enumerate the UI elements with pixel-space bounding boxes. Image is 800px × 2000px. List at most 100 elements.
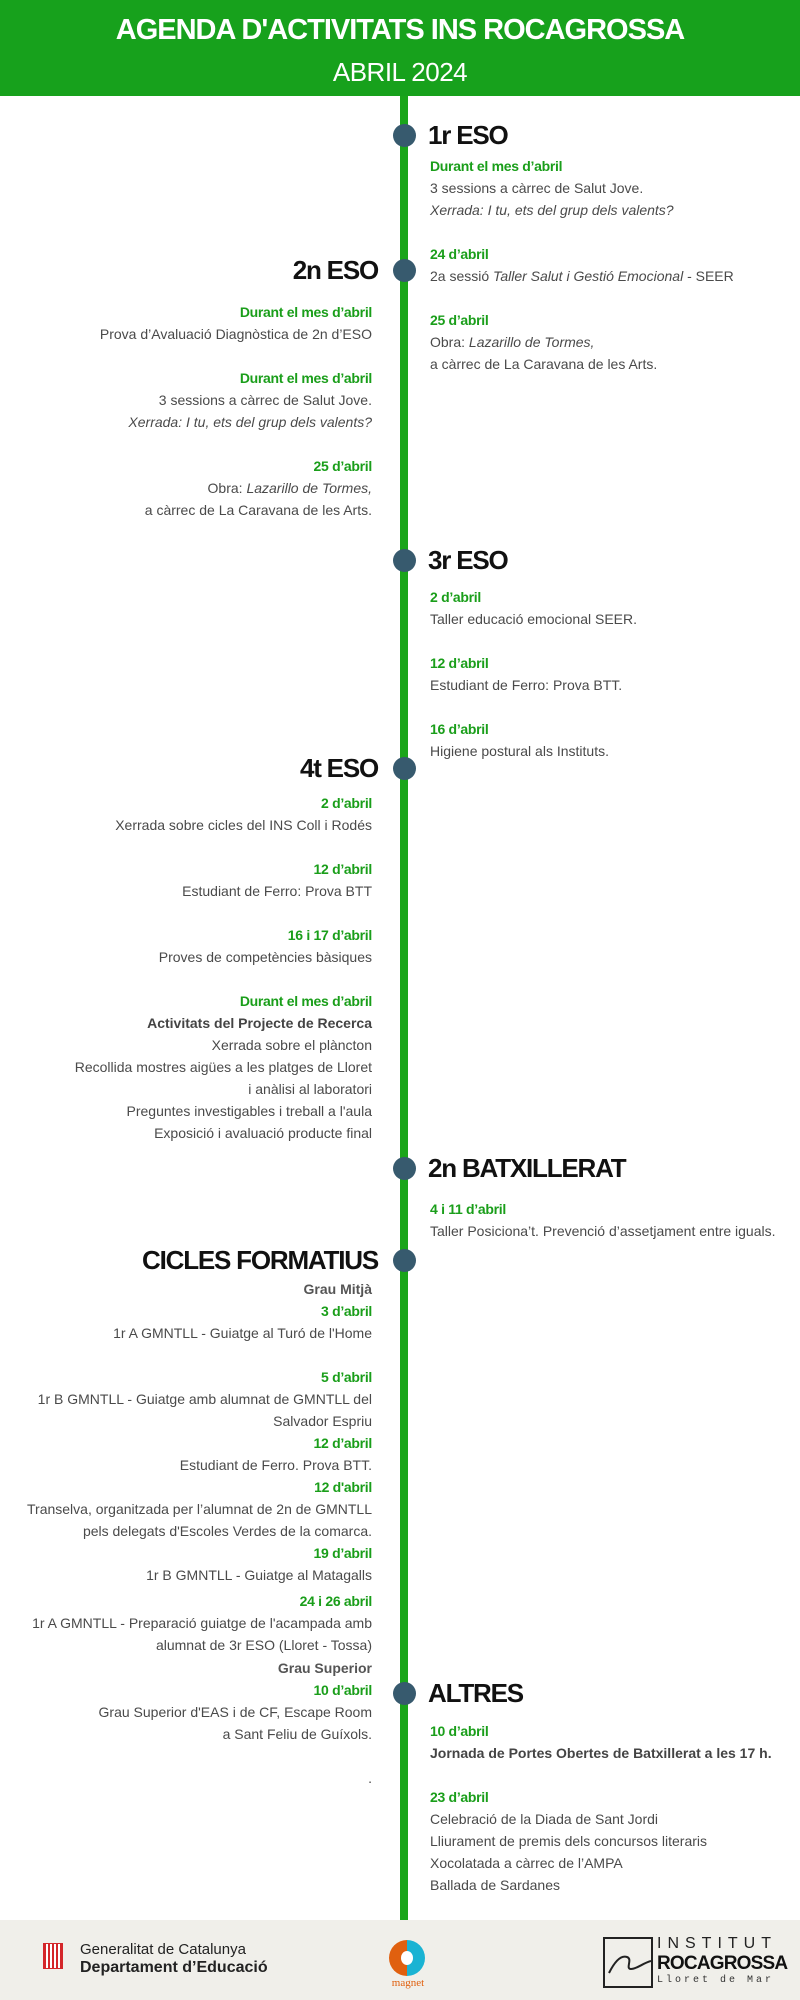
event-date: 16 i 17 d’abril: [287, 927, 373, 943]
event-text: Obra:: [430, 334, 469, 350]
timeline-dot-icon: [393, 1248, 416, 1272]
event-date: 12 d’abril: [313, 1435, 373, 1451]
event-date: 24 d’abril: [430, 246, 489, 262]
event-text: alumnat de 3r ESO (Lloret - Tossa): [155, 1637, 372, 1653]
event-description: .: [99, 1767, 372, 1789]
event-text: Xerrada sobre el plàncton: [211, 1037, 372, 1053]
event-date: 25 d’abril: [313, 458, 373, 474]
event-text: 1r A GMNTLL - Guiatge al Turó de l'Home: [113, 1325, 372, 1341]
event-text: Grau Superior d'EAS i de CF, Escape Room: [98, 1704, 372, 1720]
event-text: Ballada de Sardanes: [430, 1877, 560, 1893]
section-heading: CICLES FORMATIUS: [142, 1245, 379, 1275]
event-description: Xerrada sobre el plàncton: [75, 1034, 372, 1056]
institut-name: ROCAGROSSA: [657, 1953, 788, 1974]
event-text: Salvador Espriu: [273, 1413, 372, 1429]
grade-level-label: Grau Mitjà: [303, 1281, 372, 1297]
event-description: Lliurament de premis dels concursos lite…: [430, 1830, 707, 1852]
event-entry: 2 d’abril Taller educació emocional SEER.: [430, 586, 637, 630]
event-entry: Durant el mes d’abril 3 sessions a càrrec…: [430, 155, 674, 221]
event-text: Lazarillo de Tormes,: [246, 480, 372, 496]
event-date: Durant el mes d’abril: [239, 993, 372, 1009]
event-description: Grau Superior d'EAS i de CF, Escape Room: [99, 1701, 372, 1723]
event-description: Preguntes investigables i treball a l'au…: [75, 1100, 373, 1122]
event-date: Durant el mes d’abril: [239, 370, 372, 386]
event-description: pels delegats d'Escoles Verdes de la com…: [27, 1520, 372, 1542]
section-heading: 2n BATXILLERAT: [428, 1153, 627, 1183]
event-description: Proves de competències bàsiques: [159, 946, 372, 968]
event-description: Higiene postural als Instituts.: [430, 740, 609, 762]
event-text: a càrrec de La Caravana de les Arts.: [430, 356, 658, 372]
event-description: Taller Posiciona’t. Prevenció d’assetjam…: [430, 1220, 776, 1242]
event-entry: 24 i 26 abril 1r A GMNTLL - Preparació gu…: [32, 1590, 372, 1656]
event-description: Obra: Lazarillo de Tormes,: [430, 331, 657, 353]
event-text: a Sant Feliu de Guíxols.: [222, 1726, 372, 1742]
event-entry: 25 d’abril Obra: Lazarillo de Tormes, a cà…: [430, 309, 657, 375]
event-text: Xerrada: I tu, ets del grup dels valents…: [128, 414, 372, 430]
event-description: Xerrada: I tu, ets del grup dels valents…: [430, 199, 674, 221]
event-description: [99, 1745, 372, 1767]
event-text: 1r B GMNTLL - Guiatge al Matagalls: [146, 1567, 372, 1583]
event-description: Recollida mostres aigües a les platges d…: [75, 1056, 372, 1078]
event-entry: 10 d’abril Jornada de Portes Obertes de B…: [430, 1720, 772, 1764]
event-entry: 16 i 17 d’abril Proves de competències bà…: [159, 924, 373, 968]
event-entry: 16 d’abril Higiene postural als Instituts…: [430, 718, 609, 762]
event-text: - SEER: [683, 268, 734, 284]
event-text: 3 sessions a càrrec de Salut Jove.: [158, 392, 372, 408]
grade-level-label: Grau Superior: [277, 1660, 372, 1676]
event-entry: 24 d’abril 2a sessió Taller Salut i Gesti…: [430, 243, 734, 287]
timeline-dot-icon: [393, 1156, 416, 1180]
event-description: Xerrada: I tu, ets del grup dels valents…: [128, 411, 372, 433]
event-entry: 19 d’abril 1r B GMNTLL - Guiatge al Matag…: [146, 1542, 372, 1586]
event-description: Ballada de Sardanes: [430, 1874, 707, 1896]
event-description: Xocolatada a càrrec de l’AMPA: [430, 1852, 707, 1874]
generalitat-logo-icon: [43, 1943, 63, 1969]
timeline-dot-icon: [393, 1681, 416, 1705]
event-date: 4 i 11 d’abril: [430, 1201, 506, 1217]
event-date: 12 d’abril: [430, 655, 489, 671]
event-text: Xerrada sobre cicles del INS Coll i Rodé…: [115, 817, 372, 833]
event-description: a Sant Feliu de Guíxols.: [99, 1723, 372, 1745]
event-description: Estudiant de Ferro: Prova BTT: [182, 880, 372, 902]
page-subtitle: ABRIL 2024: [332, 57, 468, 87]
event-entry: 12 d’abril Estudiant de Ferro: Prova BTT: [182, 858, 372, 902]
event-text: Transelva, organitzada per l’alumnat de …: [27, 1501, 372, 1517]
event-date: 2 d’abril: [430, 589, 481, 605]
event-entry: Durant el mes d’abril Activitats del Proj…: [75, 990, 373, 1144]
event-date: 16 d’abril: [430, 721, 489, 737]
section-heading: 3r ESO: [428, 545, 509, 575]
event-date: 25 d’abril: [430, 312, 489, 328]
event-date: 12 d’abril: [313, 861, 373, 877]
event-description: a càrrec de La Caravana de les Arts.: [145, 499, 372, 521]
event-entry: Grau Superior 10 d’abril Grau Superior d'E…: [99, 1657, 373, 1789]
event-date: 5 d’abril: [321, 1369, 372, 1385]
section-heading: 2n ESO: [292, 255, 379, 285]
event-entry: 5 d’abril 1r B GMNTLL - Guiatge amb alumn…: [37, 1366, 373, 1432]
magnet-logo-text: magnet: [391, 1977, 425, 1989]
event-date: 10 d’abril: [430, 1723, 489, 1739]
event-description: Celebració de la Diada de Sant Jordi: [430, 1808, 707, 1830]
event-entry: Durant el mes d’abril Prova d’Avaluació D…: [100, 301, 372, 345]
event-text: 3 sessions a càrrec de Salut Jove.: [430, 180, 644, 196]
event-description: Obra: Lazarillo de Tormes,: [145, 477, 372, 499]
event-description: Salvador Espriu: [38, 1410, 372, 1432]
event-date: 19 d’abril: [313, 1545, 373, 1561]
event-description: a càrrec de La Caravana de les Arts.: [430, 353, 657, 375]
institut-logo-icon: [603, 1937, 653, 1988]
event-text: Proves de competències bàsiques: [158, 949, 372, 965]
event-description: Estudiant de Ferro: Prova BTT.: [430, 674, 622, 696]
magnet-logo-icon: [389, 1940, 425, 1976]
event-entry: 2 d’abril Xerrada sobre cicles del INS Co…: [115, 792, 372, 836]
event-text: Recollida mostres aigües a les platges d…: [74, 1059, 372, 1075]
event-date: 12 d'abril: [314, 1479, 372, 1495]
event-text: Estudiant de Ferro: Prova BTT.: [430, 677, 623, 693]
event-text: Preguntes investigables i treball a l'au…: [126, 1103, 373, 1119]
event-description: 1r A GMNTLL - Preparació guiatge de l'ac…: [32, 1612, 372, 1634]
event-entry: Grau Mitjà 3 d’abril 1r A GMNTLL - Guiatge…: [113, 1278, 372, 1344]
section-heading: ALTRES: [428, 1678, 524, 1708]
event-text: 1r B GMNTLL - Guiatge amb alumnat de GMN…: [37, 1391, 372, 1407]
event-text: 2a sessió: [430, 268, 494, 284]
event-entry: 23 d’abril Celebració de la Diada de Sant…: [430, 1786, 707, 1896]
event-text: 1r A GMNTLL - Preparació guiatge de l'ac…: [32, 1615, 372, 1631]
section-heading: 4t ESO: [299, 753, 379, 783]
timeline-dot-icon: [393, 756, 416, 780]
